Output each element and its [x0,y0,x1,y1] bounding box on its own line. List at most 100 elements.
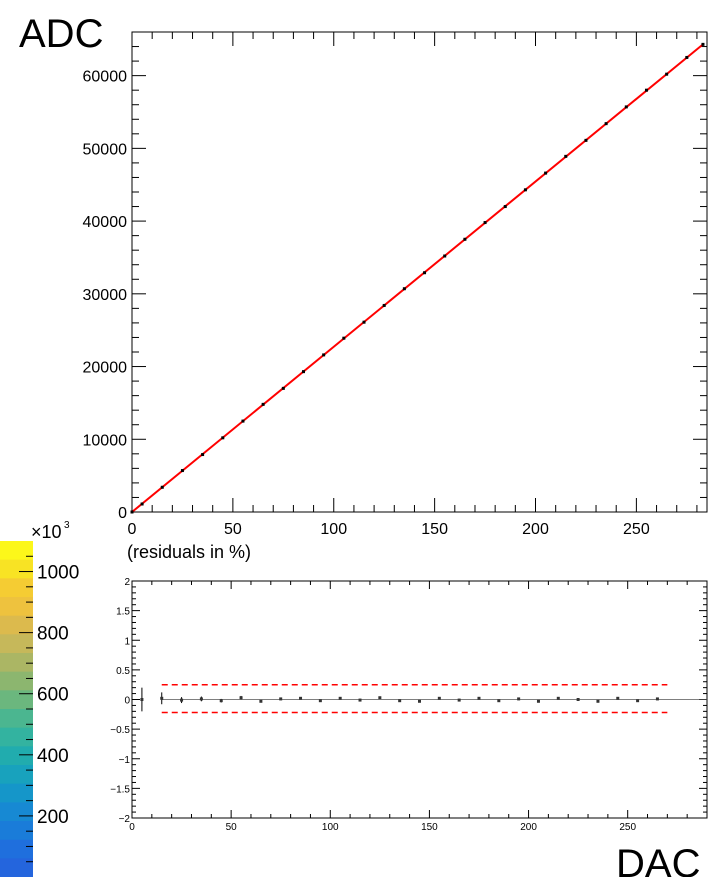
data-point [564,154,568,158]
bottom-y-tick-label: −2 [119,814,131,825]
data-point [140,502,144,506]
residual-point [378,696,382,700]
bottom-x-tick-label: 150 [421,822,438,833]
bottom-x-tick-label: 200 [520,822,537,833]
bottom-y-tick-label: 2 [124,577,130,588]
fit-line [131,43,704,513]
data-point [301,370,305,374]
data-point [201,453,205,457]
data-point [342,336,346,340]
data-point [130,510,134,514]
colorbar-cell [0,634,33,654]
residual-point [636,699,640,703]
residual-point [160,696,164,700]
residual-point [497,699,501,703]
data-point [241,419,245,423]
top-y-tick-label: 20000 [83,360,128,377]
data-point [701,42,705,46]
data-point [221,436,225,440]
data-point [503,205,507,209]
residual-point [259,699,263,703]
bottom-panel-title: (residuals in %) [127,542,251,562]
bottom-y-tick-label: 1 [124,636,130,647]
colorbar-cell [0,727,33,747]
data-point [402,287,406,291]
top-x-tick-label: 50 [224,521,242,538]
residual-point [338,696,342,700]
top-y-tick-label: 60000 [83,69,128,86]
top-x-tick-label: 0 [128,521,137,538]
residual-point [477,696,481,700]
bottom-x-tick-label: 100 [322,822,339,833]
data-point [281,386,285,390]
data-point [362,320,366,324]
data-point [322,353,326,357]
bottom-y-tick-label: −0.5 [110,725,130,736]
data-point [604,122,608,126]
colorbar-cell [0,802,33,822]
residual-point [596,699,600,703]
data-point [544,171,548,175]
colorbar-cell [0,559,33,579]
colorbar: ×10 3 1000 800 600 400 200 [0,520,79,877]
colorbar-cell [0,615,33,635]
colorbar-cell [0,858,33,877]
top-y-tick-label: 50000 [83,141,128,158]
colorbar-cell [0,709,33,729]
colorbar-exponent: 3 [64,520,70,531]
bottom-x-axis-label: DAC [616,842,700,877]
residual-point [655,697,659,701]
top-y-tick-label: 40000 [83,214,128,231]
bottom-y-tick-label: 1.5 [116,607,130,618]
data-point [523,188,527,192]
residual-point [398,699,402,703]
colorbar-cell [0,541,33,561]
colorbar-multiplier: ×10 [31,522,62,542]
residual-point [279,697,283,701]
top-y-tick-label: 30000 [83,287,128,304]
data-point [665,72,669,76]
residual-point [556,696,560,700]
colorbar-cell [0,839,33,859]
residual-point [140,698,144,701]
colorbar-cell [0,821,33,841]
data-point [685,55,689,59]
colorbar-cell [0,765,33,785]
residual-point [180,698,184,702]
data-point [160,485,164,489]
residual-point [299,696,303,700]
data-point [624,105,628,109]
data-point [644,88,648,92]
residual-point [616,696,620,700]
top-panel: 0 50 100 150 200 250 0 10000 20000 30000 40000 5000… [19,12,708,538]
top-y-tick-label: 10000 [83,432,128,449]
colorbar-tick-label: 800 [37,624,69,645]
top-x-tick-label: 250 [623,521,650,538]
colorbar-cell [0,653,33,673]
bottom-y-tick-label: −1.5 [110,784,130,795]
colorbar-tick-label: 600 [37,685,69,706]
bottom-x-tick-label: 0 [129,822,135,833]
top-x-tick-label: 100 [320,521,347,538]
residual-point [239,696,243,700]
colorbar-cell [0,746,33,766]
bottom-x-tick-label: 250 [619,822,636,833]
bottom-y-tick-label: −1 [119,755,131,766]
colorbar-cell [0,578,33,598]
colorbar-tick-label: 200 [37,807,69,828]
residual-point [358,698,362,702]
data-point [180,469,184,473]
data-point [483,221,487,225]
data-point [423,271,427,275]
residual-point [219,699,223,703]
residual-point [536,699,540,703]
residual-point [199,697,203,701]
data-point [584,138,588,142]
colorbar-cell [0,597,33,617]
data-point [261,402,265,406]
top-y-tick-label: 0 [118,505,127,522]
data-point [382,303,386,307]
top-x-tick-label: 200 [522,521,549,538]
residual-point [318,699,322,703]
